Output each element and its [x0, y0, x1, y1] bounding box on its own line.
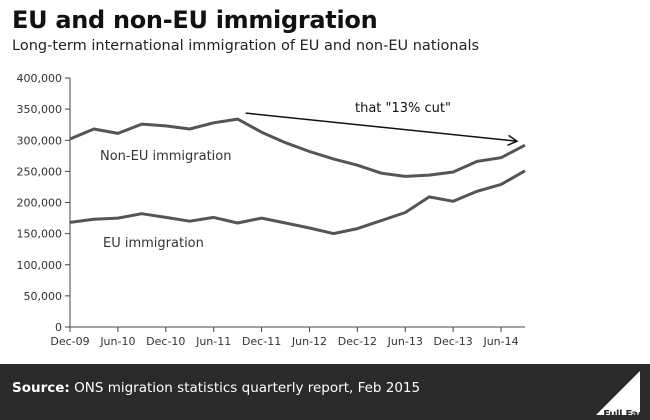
non-eu-series-label: Non-EU immigration: [100, 149, 232, 164]
y-tick-label: 0: [55, 321, 62, 334]
chart-subtitle: Long-term international immigration of E…: [12, 38, 480, 54]
annotation-arrow-line: [245, 112, 518, 142]
eu-series-label: EU immigration: [103, 236, 204, 251]
y-tick-label: 150,000: [17, 228, 63, 241]
x-tick-label: Jun-12: [291, 335, 327, 348]
annotation-arrowhead: [507, 134, 519, 146]
source-text: ONS migration statistics quarterly repor…: [74, 380, 421, 396]
full-fact-logo-text: Full Fact: [603, 409, 648, 420]
x-tick-label: Jun-14: [482, 335, 518, 348]
y-tick-label: 300,000: [17, 134, 63, 147]
y-tick-label: 350,000: [17, 103, 63, 116]
non-eu-immigration-line: [69, 117, 526, 178]
source-label: Source:: [12, 380, 70, 396]
x-tick-label: Dec-12: [338, 335, 377, 348]
x-tick-label: Dec-09: [50, 335, 89, 348]
y-tick-label: 200,000: [17, 197, 63, 210]
footer-bar: Source: ONS migration statistics quarter…: [0, 364, 650, 420]
x-tick-label: Dec-10: [146, 335, 185, 348]
x-tick-label: Dec-13: [434, 335, 473, 348]
x-tick-label: Dec-11: [242, 335, 281, 348]
x-tick-label: Jun-10: [99, 335, 135, 348]
full-fact-logo-icon: [596, 371, 640, 415]
eu-immigration-line: [69, 169, 526, 236]
line-chart: 0 50,000 100,000 150,000 200,000 250,000 300,0…: [17, 72, 526, 348]
annotation-label: that "13% cut": [355, 101, 451, 116]
y-tick-label: 50,000: [24, 290, 63, 303]
x-tick-label: Jun-13: [387, 335, 423, 348]
x-tick-label: Jun-11: [195, 335, 231, 348]
source-note: Source: ONS migration statistics quarter…: [12, 380, 420, 396]
y-tick-label: 100,000: [17, 259, 63, 272]
y-tick-label: 250,000: [17, 165, 63, 178]
y-tick-label: 400,000: [17, 72, 63, 85]
chart-title: EU and non-EU immigration: [12, 6, 378, 34]
